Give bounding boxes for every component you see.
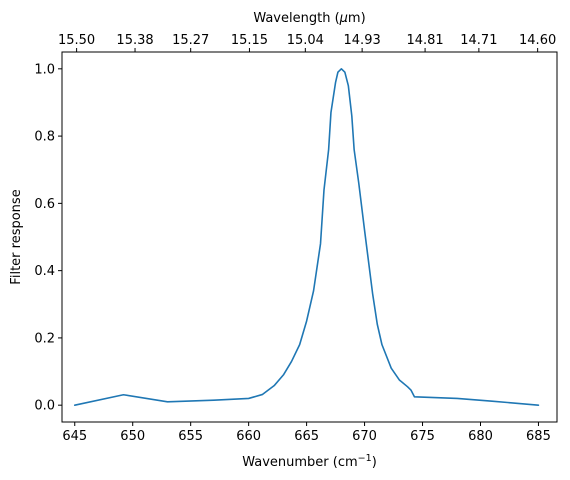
filter-response-line: [73, 68, 540, 406]
top-tick-label: 15.04: [287, 33, 324, 48]
top-tick-label: 14.71: [460, 33, 497, 48]
top-axis-label-greek: μ: [339, 11, 348, 26]
x-axis-label: Wavenumber (cm−1): [242, 453, 377, 470]
top-axis-label: Wavelength (μm): [253, 11, 365, 26]
x-tick-label: 650: [120, 429, 145, 444]
y-tick-label: 0.4: [34, 264, 55, 279]
bottom-axis-ticks: 645 650 655 660 665 670 675 680 685: [62, 422, 551, 444]
top-axis-label-end: m): [348, 11, 366, 26]
top-tick-label: 15.15: [231, 33, 268, 48]
y-tick-label: 1.0: [34, 62, 55, 77]
x-axis-label-main: Wavenumber (cm: [242, 455, 357, 470]
y-tick-label: 0.6: [34, 197, 55, 212]
x-tick-label: 680: [468, 429, 493, 444]
x-tick-label: 645: [62, 429, 87, 444]
y-axis-label: Filter response: [9, 189, 24, 284]
top-tick-label: 15.38: [116, 33, 153, 48]
x-tick-label: 670: [352, 429, 377, 444]
x-tick-label: 685: [526, 429, 551, 444]
top-tick-label: 15.27: [172, 33, 209, 48]
top-tick-label: 15.50: [58, 33, 95, 48]
top-tick-label: 14.81: [406, 33, 443, 48]
top-tick-label: 14.60: [519, 33, 556, 48]
x-tick-label: 660: [236, 429, 261, 444]
y-tick-label: 0.2: [34, 331, 55, 346]
plot-frame: [61, 51, 558, 423]
x-axis-label-superscript: −1: [358, 453, 372, 464]
x-tick-label: 655: [178, 429, 203, 444]
y-tick-label: 0.8: [34, 130, 55, 145]
plot-area: [62, 52, 557, 422]
x-tick-label: 675: [410, 429, 435, 444]
top-tick-label: 14.93: [344, 33, 381, 48]
top-axis-label-main: Wavelength (: [253, 11, 339, 26]
x-tick-label: 665: [294, 429, 319, 444]
x-axis-label-end: ): [372, 455, 377, 470]
left-axis-ticks: 0.0 0.2 0.4 0.6 0.8 1.0: [34, 62, 62, 414]
y-tick-label: 0.0: [34, 399, 55, 414]
top-axis-ticks: 15.50 15.38 15.27 15.15 15.04 14.93 14.81 14.71…: [58, 33, 556, 52]
